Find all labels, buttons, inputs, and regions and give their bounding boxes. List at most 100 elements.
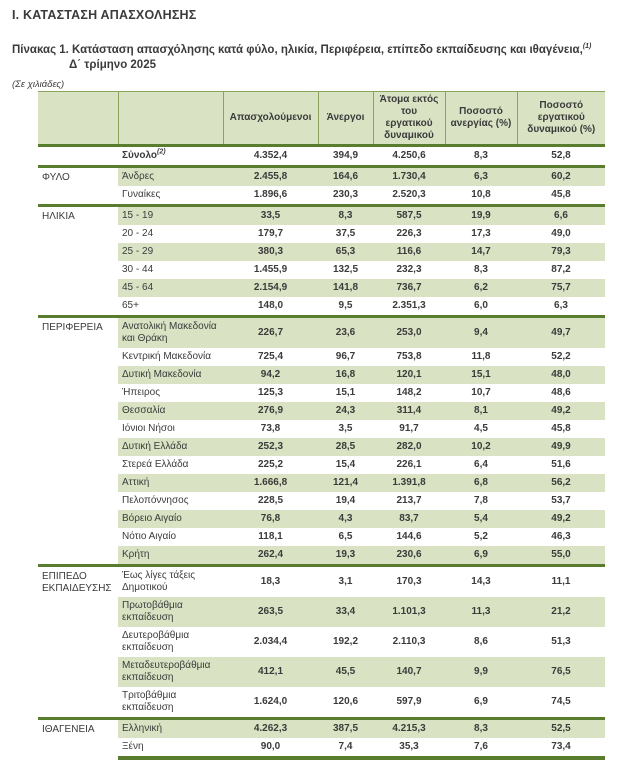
data-cell: 170,3 xyxy=(373,564,445,597)
data-cell: 252,3 xyxy=(223,438,318,456)
header-row: Απασχολούμενοι Άνεργοι Άτομα εκτός του ε… xyxy=(38,91,605,147)
data-cell: 51,3 xyxy=(551,636,571,647)
data-cell: 380,3 xyxy=(223,243,318,261)
table-row: ΗΛΙΚΙΑ 15 - 19 33,5 8,3 587,5 19,9 6,6 xyxy=(38,204,605,317)
table-row: Τριτοβάθμια εκπαίδευση 1.624,0 120,6 597,9 6… xyxy=(38,687,605,719)
data-cell: 76,5 xyxy=(517,657,605,687)
data-cell: 91,7 xyxy=(399,423,419,434)
row-label-cell: Μεταδευτεροβάθμια εκπαίδευση xyxy=(118,657,223,687)
data-cell: 2.110,3 xyxy=(392,636,426,647)
row-label-cell: Στερεά Ελλάδα xyxy=(122,459,189,470)
category-cell: ΙΘΑΓΕΝΕΙΑ xyxy=(38,717,118,758)
data-cell: 11,1 xyxy=(517,564,605,597)
data-cell: 8,6 xyxy=(474,636,488,647)
data-cell: 3,5 xyxy=(338,423,353,434)
data-cell: 45,8 xyxy=(551,189,571,200)
data-cell: 1.730,4 xyxy=(373,165,445,186)
data-cell: 6,0 xyxy=(474,300,488,311)
data-cell: 2.034,4 xyxy=(253,636,288,647)
data-cell: 16,8 xyxy=(318,366,373,384)
category-cell: ΦΥΛΟ xyxy=(38,165,118,206)
data-cell: 21,2 xyxy=(517,597,605,627)
data-cell: 3,1 xyxy=(318,564,373,597)
data-cell: 8,3 xyxy=(445,717,517,738)
table-row: Δευτεροβάθμια εκπαίδευση 2.034,4 192,2 2.11… xyxy=(38,627,605,657)
table-row: Νότιο Αιγαίο 118,1 6,5 144,6 5,2 46,3 xyxy=(38,528,605,546)
row-label-cell: Ελληνική xyxy=(118,717,223,738)
data-cell: 6,9 xyxy=(474,696,488,707)
data-cell: 118,1 xyxy=(258,531,283,542)
row-label-cell: Αττική xyxy=(118,474,223,492)
data-cell: 144,6 xyxy=(396,531,422,542)
total-label: Σύνολο xyxy=(122,150,158,161)
row-label-cell: Γυναίκες xyxy=(122,189,161,200)
data-cell: 132,5 xyxy=(332,264,359,275)
data-cell: 24,3 xyxy=(318,402,373,420)
data-cell: 10,7 xyxy=(471,387,491,398)
data-cell: 125,3 xyxy=(257,387,284,398)
row-label-cell: Δυτική Μακεδονία xyxy=(118,366,223,384)
page-title: Ι. ΚΑΤΑΣΤΑΣΗ ΑΠΑΣΧΟΛΗΣΗΣ xyxy=(12,8,197,22)
data-cell: 10,8 xyxy=(471,189,491,200)
data-cell: 6,4 xyxy=(474,459,488,470)
row-label-cell: Κρήτη xyxy=(118,546,223,566)
units-note: (Σε χιλιάδες) xyxy=(12,79,65,90)
data-cell: 73,4 xyxy=(517,738,605,760)
data-cell: 276,9 xyxy=(223,402,318,420)
data-cell: 90,0 xyxy=(223,738,318,760)
table-row: ΦΥΛΟ Άνδρες 2.455,8 164,6 1.730,4 6,3 60,2 xyxy=(38,165,605,206)
table-row: Ιόνιοι Νήσοι 73,8 3,5 91,7 4,5 45,8 xyxy=(38,420,605,438)
table-row: Θεσσαλία 276,9 24,3 311,4 8,1 49,2 xyxy=(38,402,605,420)
row-label-cell: Ιόνιοι Νήσοι xyxy=(122,423,175,434)
data-cell: 148,0 xyxy=(257,300,284,311)
row-label-cell: Έως λίγες τάξεις Δημοτικού xyxy=(118,564,223,597)
footnote-ref-2: (2) xyxy=(157,148,166,156)
data-cell: 33,5 xyxy=(223,204,318,225)
data-cell: 83,7 xyxy=(373,510,445,528)
data-cell: 6,6 xyxy=(517,204,605,225)
table-row: Κεντρική Μακεδονία 725,4 96,7 753,8 11,8 52,2 xyxy=(38,348,605,366)
data-cell: 116,6 xyxy=(373,243,445,261)
data-cell: 49,7 xyxy=(517,315,605,348)
column-header-labour-force-rate: Ποσοστό εργατικού δυναμικού (%) xyxy=(516,91,605,147)
total-row: Σύνολο(2) 4.352,4 394,9 4.250,6 8,3 52,8 xyxy=(38,144,605,167)
table-row: 65+ 148,0 9,5 2.351,3 6,0 6,3 xyxy=(38,297,605,317)
data-cell: 282,0 xyxy=(373,438,445,456)
row-label-cell: Πρωτοβάθμια εκπαίδευση xyxy=(118,597,223,627)
data-cell: 23,6 xyxy=(318,315,373,348)
data-cell: 1.455,9 xyxy=(253,264,288,275)
data-cell: 736,7 xyxy=(373,279,445,297)
row-label-cell: 20 - 24 xyxy=(122,228,154,239)
data-cell: 7,4 xyxy=(318,738,373,760)
data-cell: 52,8 xyxy=(517,144,605,167)
table-row: 30 - 44 1.455,9 132,5 232,3 8,3 87,2 xyxy=(38,261,605,279)
data-cell: 394,9 xyxy=(318,144,373,167)
data-cell: 18,3 xyxy=(223,564,318,597)
data-cell: 14,3 xyxy=(445,564,517,597)
data-cell: 65,3 xyxy=(318,243,373,261)
table-row: Δυτική Μακεδονία 94,2 16,8 120,1 15,1 48,0 xyxy=(38,366,605,384)
data-cell: 412,1 xyxy=(223,657,318,687)
category-cell: ΕΠΙΠΕΔΟ ΕΚΠΑΙΔΕΥΣΗΣ xyxy=(38,564,118,719)
table-row: ΕΠΙΠΕΔΟ ΕΚΠΑΙΔΕΥΣΗΣ Έως λίγες τάξεις Δημο… xyxy=(38,564,605,719)
data-cell: 87,2 xyxy=(551,264,571,275)
data-cell: 6,3 xyxy=(554,300,568,311)
data-cell: 387,5 xyxy=(318,717,373,738)
row-label-cell: Δευτεροβάθμια εκπαίδευση xyxy=(122,630,190,653)
data-cell: 2.520,3 xyxy=(392,189,426,200)
data-cell: 587,5 xyxy=(373,204,445,225)
table-row: Πελοπόννησος 228,5 19,4 213,7 7,8 53,7 xyxy=(38,492,605,510)
data-cell: 45,5 xyxy=(318,657,373,687)
data-cell: 33,4 xyxy=(318,597,373,627)
data-cell: 4.262,3 xyxy=(223,717,318,738)
data-cell: 1.391,8 xyxy=(373,474,445,492)
row-label-cell: 30 - 44 xyxy=(122,264,154,275)
data-cell: 49,9 xyxy=(517,438,605,456)
row-label-cell: Νότιο Αιγαίο xyxy=(122,531,177,542)
data-cell: 4.215,3 xyxy=(373,717,445,738)
data-cell: 226,1 xyxy=(396,459,422,470)
table-row: Γυναίκες 1.896,6 230,3 2.520,3 10,8 45,8 xyxy=(38,186,605,206)
data-cell: 225,2 xyxy=(257,459,284,470)
data-cell: 5,4 xyxy=(445,510,517,528)
